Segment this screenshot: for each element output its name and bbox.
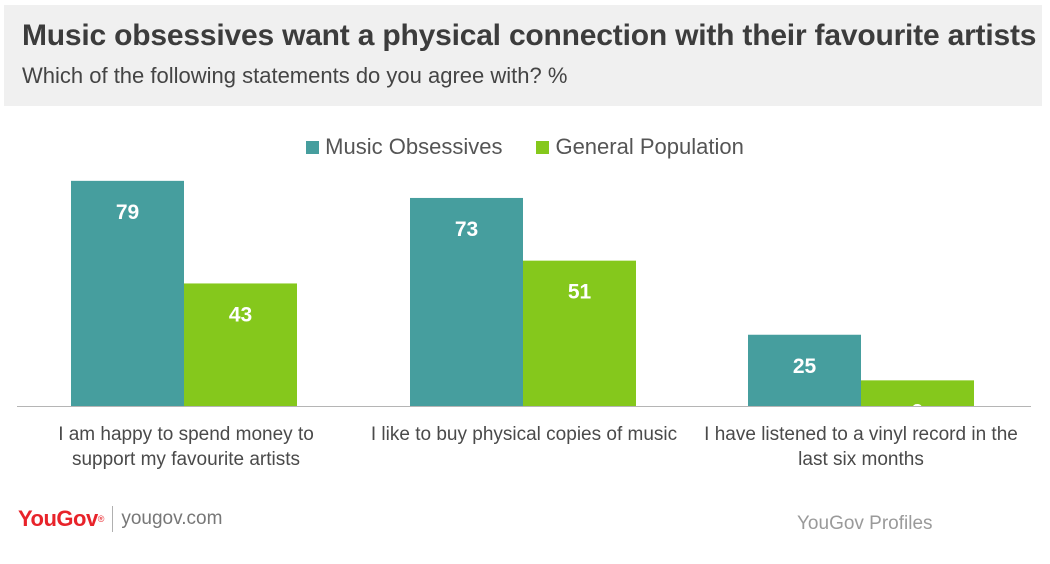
category-label-spend-money: I am happy to spend money to support my … (58, 424, 314, 470)
data-label-general-population-vinyl-record: 9 (912, 400, 924, 423)
bar-general-population-spend-money (184, 283, 297, 406)
header-banner: Music obsessives want a physical connect… (4, 5, 1042, 106)
legend: Music Obsessives General Population (0, 133, 1050, 161)
logo-wordmark: YouGov (18, 506, 98, 531)
website-link[interactable]: yougov.com (121, 508, 223, 529)
source-note: YouGov Profiles (797, 513, 933, 534)
legend-item-music-obsessives: Music Obsessives (306, 134, 502, 160)
bar-general-population-vinyl-record (861, 380, 974, 406)
chart-title: Music obsessives want a physical connect… (22, 19, 1037, 52)
bar-music-obsessives-physical-copies (410, 197, 523, 406)
legend-label-general-population: General Population (555, 134, 744, 159)
legend-swatch-general-population (536, 140, 550, 154)
legend-label-music-obsessives: Music Obsessives (325, 134, 503, 159)
legend-swatch-music-obsessives (306, 140, 320, 154)
data-label-music-obsessives-vinyl-record: 25 (793, 355, 817, 378)
bar-general-population-physical-copies (523, 260, 636, 406)
category-label-vinyl-record: I have listened to a vinyl record in the… (704, 424, 1018, 470)
logo-divider (112, 506, 114, 532)
legend-item-general-population: General Population (536, 134, 744, 160)
data-label-general-population-spend-money: 43 (229, 303, 252, 326)
data-label-music-obsessives-spend-money: 79 (116, 201, 139, 224)
data-label-music-obsessives-physical-copies: 73 (455, 218, 478, 241)
category-label-physical-copies: I like to buy physical copies of music (370, 424, 678, 445)
yougov-logo: YouGov ® yougov.com (18, 506, 222, 532)
chart-subtitle: Which of the following statements do you… (22, 63, 568, 88)
data-label-general-population-physical-copies: 51 (568, 281, 592, 304)
bar-music-obsessives-vinyl-record (748, 334, 861, 406)
logo-registered-mark: ® (97, 514, 105, 524)
bar-music-obsessives-spend-money (71, 180, 184, 406)
